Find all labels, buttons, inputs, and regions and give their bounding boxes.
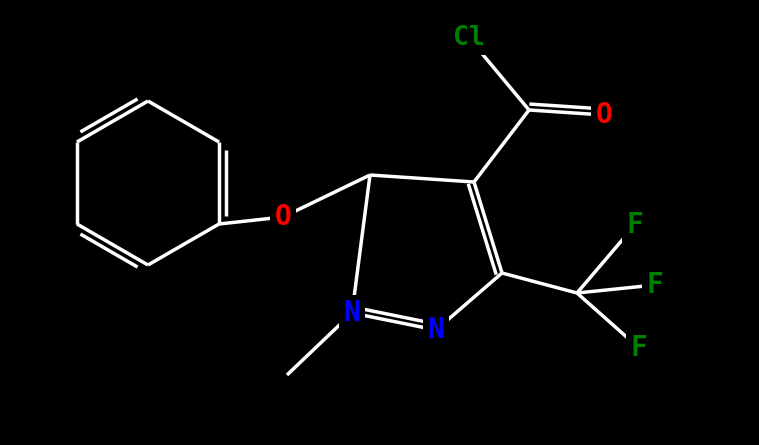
Text: F: F [631,334,647,362]
Text: O: O [596,101,613,129]
Text: F: F [647,271,663,299]
Text: N: N [344,299,361,327]
Text: N: N [427,316,444,344]
Text: O: O [275,203,291,231]
Text: F: F [627,211,644,239]
Text: Cl: Cl [453,25,485,51]
